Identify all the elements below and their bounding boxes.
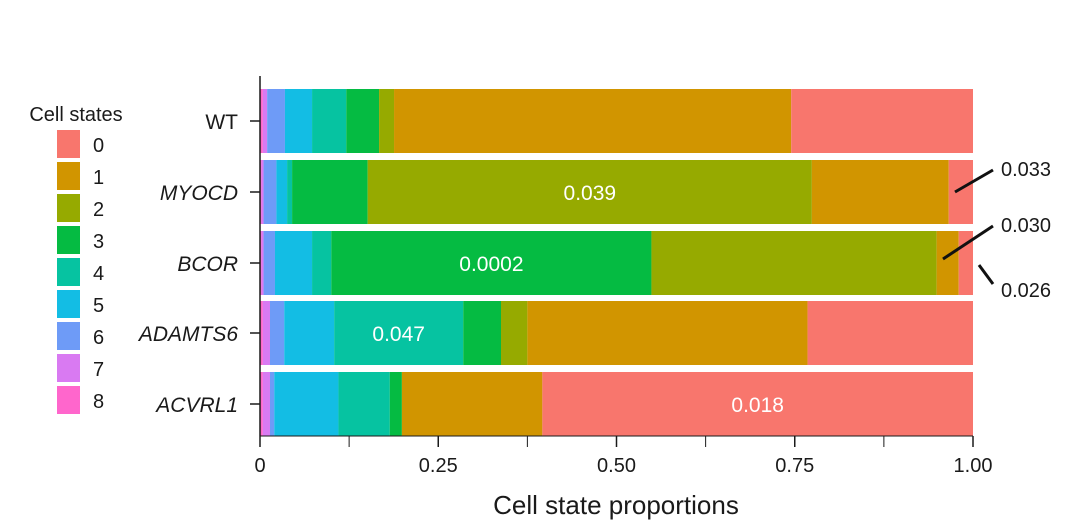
bar-myocd-state-1 — [811, 160, 949, 224]
bar-bcor-state-6 — [263, 231, 275, 295]
bar-wt-state-8 — [260, 89, 263, 153]
bar-bcor-state-5 — [274, 231, 313, 295]
legend-swatch-4 — [57, 258, 80, 286]
x-tick-label-0-50: 0.50 — [597, 455, 636, 477]
bar-acvrl1-state-7 — [262, 372, 270, 436]
legend-swatch-2 — [57, 194, 80, 222]
bar-bcor-state-7 — [261, 231, 264, 295]
legend-label-4: 4 — [93, 263, 104, 285]
bar-wt-state-6 — [267, 89, 285, 153]
y-tick-label-acvrl1: ACVRL1 — [154, 394, 238, 417]
annotation-leader-myocd-state-0 — [954, 168, 994, 194]
bar-wt-state-0 — [791, 89, 973, 153]
y-tick-label-bcor: BCOR — [177, 253, 238, 276]
annotation-bcor-state-1: 0.030 — [1001, 215, 1051, 237]
bar-wt-state-7 — [262, 89, 268, 153]
y-tick-label-myocd: MYOCD — [160, 182, 238, 205]
bar-myocd-state-0 — [948, 160, 973, 224]
bar-acvrl1-state-0 — [542, 372, 973, 436]
annotation-bcor-state-3: 0.0002 — [459, 253, 523, 276]
bar-myocd-state-6 — [263, 160, 277, 224]
bar-adamts6-state-0 — [807, 301, 973, 365]
bar-adamts6-state-1 — [527, 301, 808, 365]
legend-title: Cell states — [29, 104, 122, 126]
x-tick-label-0-75: 0.75 — [775, 455, 814, 477]
bar-adamts6-state-3 — [463, 301, 501, 365]
x-tick-label-0-25: 0.25 — [419, 455, 458, 477]
bar-myocd-state-7 — [261, 160, 264, 224]
legend-swatch-6 — [57, 322, 80, 350]
bar-acvrl1-state-3 — [389, 372, 402, 436]
bar-acvrl1-state-6 — [269, 372, 275, 436]
bar-wt-state-5 — [284, 89, 313, 153]
annotation-myocd-state-2: 0.039 — [564, 182, 617, 205]
bar-bcor-state-2 — [651, 231, 937, 295]
bar-acvrl1-state-5 — [274, 372, 339, 436]
bar-wt-state-1 — [394, 89, 792, 153]
legend-label-5: 5 — [93, 295, 104, 317]
x-tick-label-0: 0 — [254, 455, 265, 477]
bar-myocd-state-5 — [276, 160, 288, 224]
bar-adamts6-state-2 — [500, 301, 528, 365]
legend: Cell states 0 1 2 3 4 5 6 7 8 — [29, 104, 123, 414]
bar-myocd-state-3 — [292, 160, 368, 224]
annotation-bcor-state-0: 0.026 — [1001, 280, 1051, 302]
legend-swatch-8 — [57, 386, 80, 414]
bars-layer — [260, 89, 973, 436]
bar-acvrl1-state-4 — [338, 372, 390, 436]
legend-swatch-3 — [57, 226, 80, 254]
legend-swatch-1 — [57, 162, 80, 190]
annotation-leader-bcor-state-1 — [942, 224, 994, 261]
bar-myocd-state-2 — [367, 160, 812, 224]
annotation-acvrl1-state-0: 0.018 — [731, 394, 784, 417]
legend-label-2: 2 — [93, 199, 104, 221]
legend-label-8: 8 — [93, 391, 104, 413]
legend-label-7: 7 — [93, 359, 104, 381]
bar-adamts6-state-4 — [334, 301, 464, 365]
bar-bcor-state-1 — [936, 231, 959, 295]
bar-acvrl1-state-1 — [401, 372, 543, 436]
bar-wt-state-2 — [379, 89, 395, 153]
bar-adamts6-state-8 — [260, 301, 263, 365]
bar-wt-state-4 — [312, 89, 347, 153]
bar-adamts6-state-5 — [284, 301, 335, 365]
bar-myocd-state-4 — [287, 160, 293, 224]
bar-bcor-state-4 — [312, 231, 332, 295]
x-tick-label-1-00: 1.00 — [954, 455, 993, 477]
legend-swatch-5 — [57, 290, 80, 318]
bar-bcor-state-3 — [331, 231, 652, 295]
bar-wt-state-3 — [346, 89, 380, 153]
legend-label-0: 0 — [93, 135, 104, 157]
axes-layer: WT MYOCD BCOR ADAMTS6 ACVRL1 0 0.25 0.50 0.75 1.0… — [137, 76, 993, 477]
bar-adamts6-state-6 — [269, 301, 285, 365]
annotations-layer: 0.039 0.0002 0.047 0.018 0.033 0.030 0.026 — [372, 159, 1051, 417]
annotation-leader-bcor-state-0 — [977, 264, 995, 285]
annotation-adamts6-state-4: 0.047 — [372, 323, 425, 346]
annotation-myocd-state-0: 0.033 — [1001, 159, 1051, 181]
legend-swatch-0 — [57, 130, 80, 158]
x-axis-label: Cell state proportions — [493, 490, 739, 520]
legend-label-3: 3 — [93, 231, 104, 253]
y-tick-label-wt: WT — [205, 111, 238, 134]
y-tick-label-adamts6: ADAMTS6 — [137, 323, 239, 346]
legend-label-6: 6 — [93, 327, 104, 349]
legend-swatch-7 — [57, 354, 80, 382]
bar-acvrl1-state-8 — [260, 372, 263, 436]
bar-adamts6-state-7 — [262, 301, 270, 365]
legend-label-1: 1 — [93, 167, 104, 189]
